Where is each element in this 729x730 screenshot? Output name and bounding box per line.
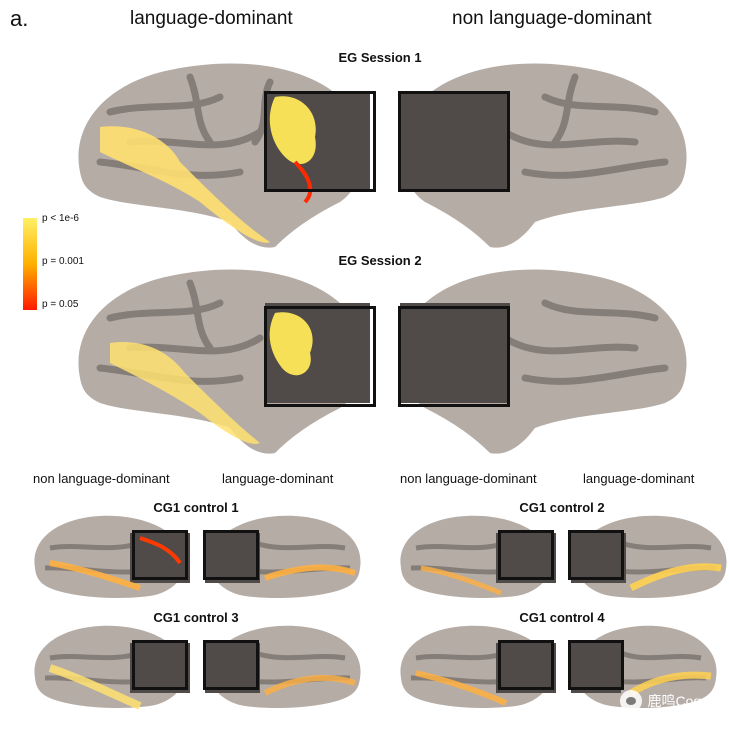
roi-box-c1-left <box>132 530 188 580</box>
brain-eg-s1-left <box>78 63 370 248</box>
colorbar <box>23 218 37 310</box>
session-title-1: EG Session 1 <box>338 50 422 65</box>
control-title-1: CG1 control 1 <box>153 500 239 515</box>
hemi-label-3: non language-dominant <box>400 471 537 486</box>
roi-box-c4-left <box>498 640 554 690</box>
hemi-label-4: language-dominant <box>583 471 695 486</box>
roi-box-s1-left <box>264 91 376 192</box>
wechat-icon <box>619 690 642 712</box>
roi-box-c1-right <box>203 530 259 580</box>
brain-eg-s2-right <box>400 269 687 454</box>
hemi-label-2: language-dominant <box>222 471 334 486</box>
header-language-dominant: language-dominant <box>130 8 293 29</box>
hemi-label-1: non language-dominant <box>33 471 170 486</box>
session-title-2: EG Session 2 <box>338 253 422 268</box>
colorbar-label-mid: p = 0.001 <box>42 256 84 267</box>
colorbar-label-top: p < 1e-6 <box>42 213 79 224</box>
colorbar-label-bottom: p = 0.05 <box>42 299 79 310</box>
roi-box-s1-right <box>398 91 510 192</box>
roi-box-c2-left <box>498 530 554 580</box>
watermark: 鹿鸣Cogn <box>619 690 709 712</box>
brain-eg-s2-left <box>78 269 370 454</box>
roi-box-c3-left <box>132 640 188 690</box>
roi-box-s2-left <box>264 306 376 407</box>
watermark-text: 鹿鸣Cogn <box>647 693 709 709</box>
brain-eg-s1-right <box>400 63 687 248</box>
control-title-2: CG1 control 2 <box>519 500 605 515</box>
control-title-3: CG1 control 3 <box>153 610 239 625</box>
control-title-4: CG1 control 4 <box>519 610 605 625</box>
roi-box-c3-right <box>203 640 259 690</box>
roi-box-s2-right <box>398 306 510 407</box>
roi-box-c2-right <box>568 530 624 580</box>
panel-label: a. <box>10 6 29 31</box>
roi-box-c4-right <box>568 640 624 690</box>
header-non-language-dominant: non language-dominant <box>452 8 652 29</box>
